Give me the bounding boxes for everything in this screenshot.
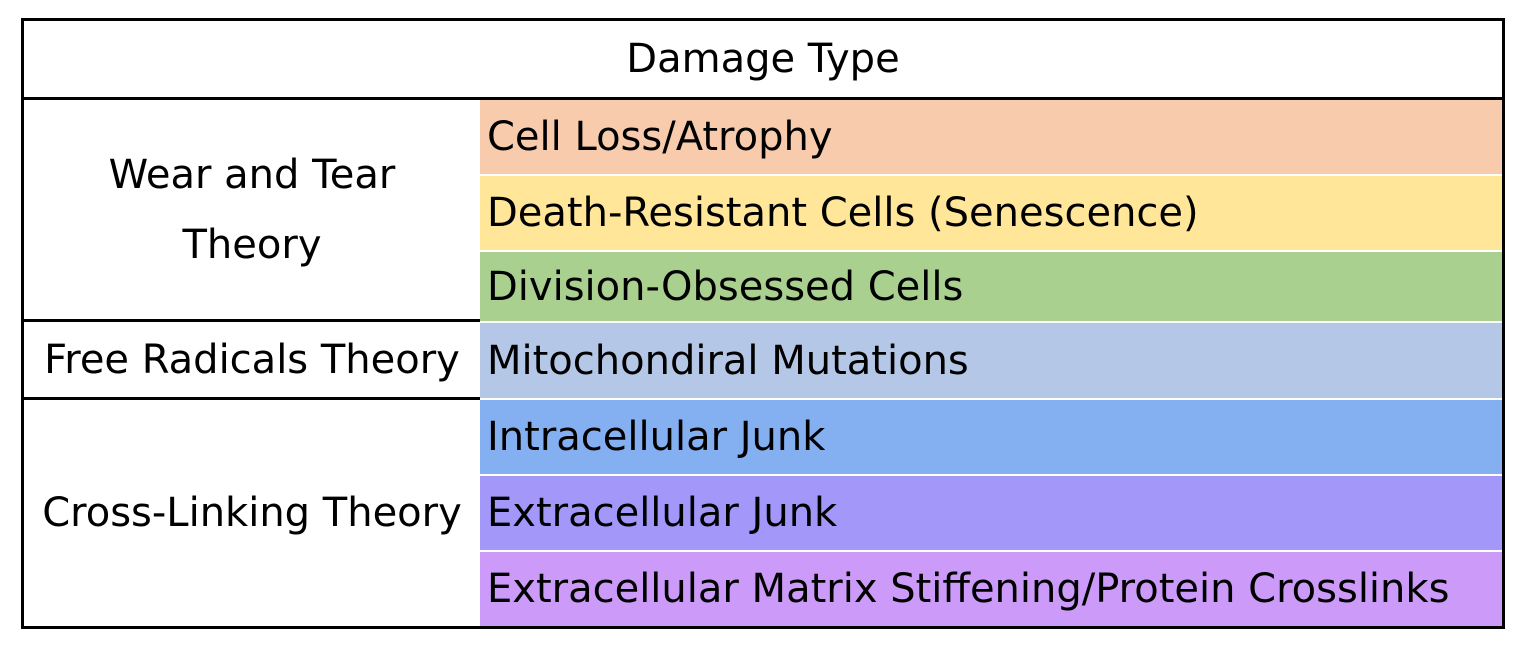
damage-type-table: Damage Type Wear and Tear Theory Free Ra…: [21, 18, 1505, 629]
damage-row: Intracellular Junk: [480, 400, 1502, 476]
theory-label-line: Theory: [182, 221, 322, 268]
theory-label-wear-and-tear: Wear and Tear Theory: [109, 140, 396, 280]
damage-row: Extracellular Matrix Stiffening/Protein …: [480, 552, 1502, 626]
theory-cell-free-radicals: Free Radicals Theory: [24, 322, 480, 400]
table-header: Damage Type: [24, 21, 1502, 100]
damage-row: Cell Loss/Atrophy: [480, 100, 1502, 176]
theory-label-line: Wear and Tear: [108, 151, 396, 198]
damage-row: Extracellular Junk: [480, 476, 1502, 552]
theory-cell-wear-and-tear: Wear and Tear Theory: [24, 100, 480, 322]
damage-row: Division-Obsessed Cells: [480, 252, 1502, 323]
theory-cell-cross-linking: Cross-Linking Theory: [24, 400, 480, 626]
damage-row: Death-Resistant Cells (Senescence): [480, 176, 1502, 252]
theory-label-cross-linking: Cross-Linking Theory: [42, 490, 462, 536]
theory-label-free-radicals: Free Radicals Theory: [44, 336, 460, 383]
damage-row: Mitochondiral Mutations: [480, 323, 1502, 400]
